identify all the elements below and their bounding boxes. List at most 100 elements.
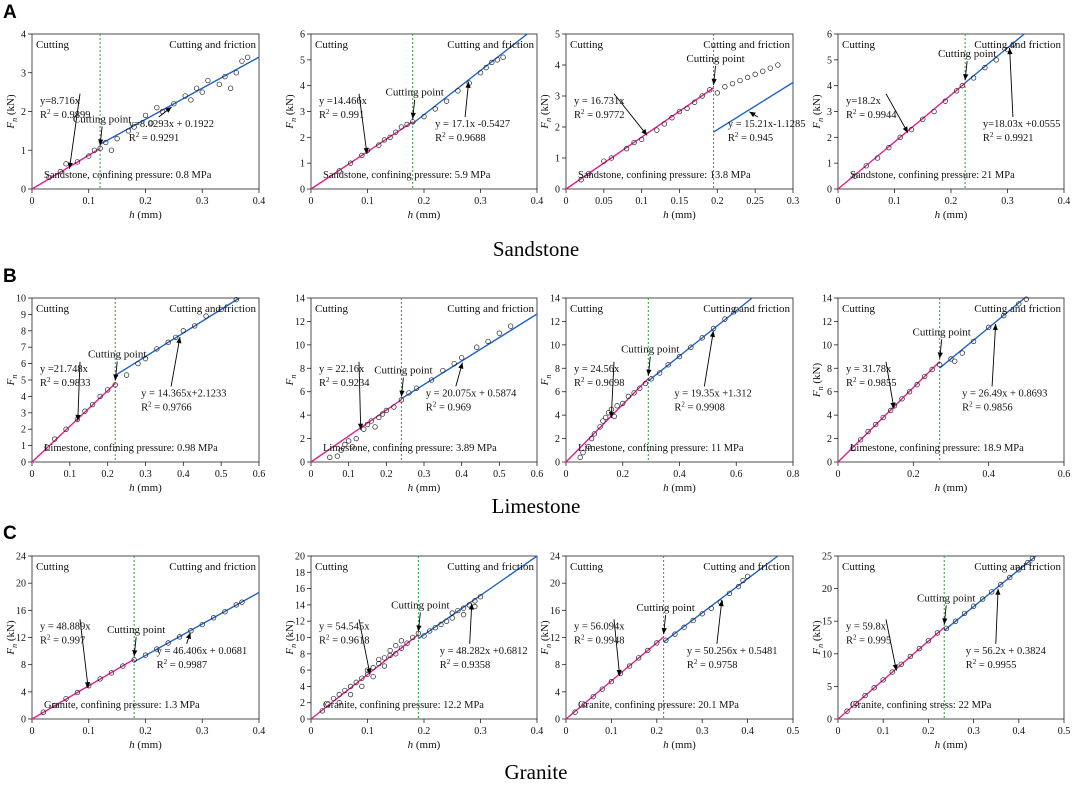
panel-label-c: C (3, 523, 17, 544)
fit1-r-squared: R2 = 0.9772 (574, 108, 625, 121)
data-point (40, 709, 46, 715)
data-point (180, 328, 186, 334)
fit2-equation: y = 48.282x +0.6812 (440, 646, 528, 657)
data-point (925, 638, 932, 644)
data-point (507, 323, 514, 329)
region-label-cutting: Cutting (570, 39, 604, 51)
data-point (580, 449, 586, 456)
fit1-arrow (358, 619, 371, 675)
fit2-r2-prefix: R (728, 133, 735, 144)
data-point (398, 397, 405, 403)
x-axis-title: h (mm) (129, 739, 162, 751)
data-point (880, 677, 886, 683)
fit2-r2-value: = 0.9688 (446, 133, 486, 144)
data-point (586, 444, 592, 450)
chart-3: 0 0.05 0.1 0.15 0.2 0.25 0.3 0 1 2 3 4 5 h (mm) Fn (kN… (539, 30, 806, 222)
fit1-r2-value: = 0.9944 (857, 110, 898, 121)
data-point (74, 159, 81, 165)
data-point (986, 324, 992, 330)
y-tick-label: 12 (550, 317, 560, 328)
fit1-equation: y = 16.731x (574, 96, 625, 107)
y-tick-label: 12 (16, 633, 26, 644)
x-axis-unit: (mm) (669, 209, 697, 221)
data-point (376, 414, 382, 421)
data-point (684, 105, 690, 112)
fit1-equation: y = 31.78x (846, 364, 892, 375)
data-point (387, 647, 393, 654)
y-tick-label: 10 (295, 340, 305, 351)
data-point (844, 708, 850, 714)
data-point (737, 77, 743, 84)
chart-10: 0 0.1 0.2 0.3 0.4 0 2 4 6 8 10 12 14 16 18 20 h (mm) Fn (… (284, 552, 543, 752)
fit1-r2-value: = 0.9833 (51, 378, 91, 389)
chart-12: 0 0.1 0.2 0.3 0.4 0.5 0 5 10 15 20 25 h (mm) Fn (kN) C… (811, 552, 1070, 752)
data-point (330, 695, 337, 702)
y-axis-title: Fn (kN) (5, 620, 19, 656)
x-tick-label: 0.5 (215, 469, 228, 480)
data-point (1016, 567, 1022, 573)
data-point (154, 646, 160, 652)
data-point (105, 387, 111, 393)
y-tick-label: 1 (300, 159, 305, 170)
fit2-equation: y = 56.2x + 0.3824 (966, 646, 1047, 657)
fit2-r2-superscript: 2 (681, 400, 685, 408)
data-point (959, 83, 965, 89)
data-point (775, 62, 781, 68)
x-tick-label: 0.2 (651, 726, 664, 737)
data-point (108, 670, 115, 676)
x-tick-label: 0.1 (888, 196, 901, 207)
y-axis-symbol: F (539, 378, 551, 386)
fit1-r2-prefix: R (574, 110, 581, 121)
y-tick-label: 14 (822, 294, 832, 305)
x-tick-label: 0.4 (253, 726, 266, 737)
x-axis-symbol: h (129, 739, 135, 751)
data-point (421, 633, 427, 639)
y-tick-label: 0 (827, 458, 832, 469)
y-tick-label: 4 (827, 81, 832, 92)
fit1-r2-value: = 0.9855 (857, 378, 897, 389)
data-point (578, 177, 584, 183)
fit2-equation: y = 26.49x + 0.8693 (962, 388, 1047, 399)
data-point (600, 418, 606, 424)
fit2-arrow (703, 330, 714, 387)
data-point (239, 599, 245, 605)
data-point (327, 454, 333, 460)
data-point (165, 339, 171, 345)
y-tick-label: 6 (21, 359, 26, 370)
data-point (449, 610, 455, 616)
data-point (899, 396, 905, 402)
y-tick-label: 4 (300, 682, 305, 693)
y-tick-label: 14 (295, 600, 305, 611)
y-tick-label: 2 (555, 123, 560, 134)
fit1-equation: y = 22.16x (319, 364, 365, 375)
plot-frame (837, 297, 1065, 463)
y-axis-symbol: F (284, 648, 296, 656)
data-point (89, 401, 96, 408)
data-point (376, 660, 382, 667)
y-tick-label: 12 (822, 317, 832, 328)
data-point (239, 58, 245, 64)
x-tick-label: 0.5 (787, 726, 800, 737)
fit1-arrow (79, 619, 89, 689)
fit1-r-squared: R2 = 0.991 (319, 108, 364, 121)
data-point (142, 112, 149, 119)
x-tick-label: 0.3 (474, 726, 487, 737)
data-point (603, 414, 609, 421)
x-tick-label: 0.4 (673, 469, 686, 480)
y-tick-label: 0 (300, 458, 305, 469)
data-point (642, 380, 649, 387)
fit1-r-squared: R2 = 0.9833 (40, 376, 91, 389)
data-point (353, 435, 359, 442)
x-tick-label: 0.1 (83, 196, 96, 207)
fit2-r2-superscript: 2 (433, 400, 437, 408)
data-point (376, 656, 382, 663)
y-tick-label: 4 (555, 687, 560, 698)
x-tick-label: 0.4 (982, 469, 995, 480)
data-point (1007, 574, 1013, 581)
data-point (421, 114, 427, 120)
y-tick-label: 10 (16, 294, 26, 305)
data-point (637, 385, 643, 391)
fit1-r2-superscript: 2 (47, 376, 51, 384)
x-tick-label: 0.4 (455, 469, 468, 480)
fit1-equation: y = 59.8x (846, 621, 887, 632)
